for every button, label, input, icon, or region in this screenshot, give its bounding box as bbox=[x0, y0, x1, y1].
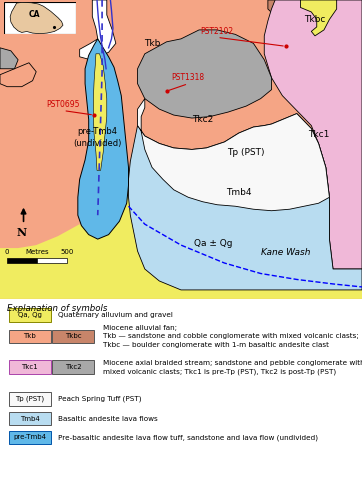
Text: Tmb4: Tmb4 bbox=[226, 188, 252, 197]
Bar bbox=[7, 258, 37, 263]
Text: Tkb: Tkb bbox=[144, 39, 160, 48]
Text: Tkc2: Tkc2 bbox=[192, 115, 213, 124]
Polygon shape bbox=[93, 54, 107, 171]
Text: Tkbc: Tkbc bbox=[304, 15, 326, 24]
Text: Tkb: Tkb bbox=[24, 333, 36, 339]
Text: mixed volcanic clasts; Tkc1 is pre-Tp (PST), Tkc2 is post-Tp (PST): mixed volcanic clasts; Tkc1 is pre-Tp (P… bbox=[103, 368, 336, 375]
Text: Qa, Qg: Qa, Qg bbox=[18, 312, 42, 318]
Text: Tkc1: Tkc1 bbox=[308, 130, 329, 139]
Text: pre-Tmb4: pre-Tmb4 bbox=[13, 434, 46, 440]
Text: PST1318: PST1318 bbox=[172, 73, 205, 82]
Text: N: N bbox=[17, 227, 27, 238]
Text: Peach Spring Tuff (PST): Peach Spring Tuff (PST) bbox=[58, 396, 142, 402]
Text: Tkbc — boulder conglomerate with 1-m basaltic andesite clast: Tkbc — boulder conglomerate with 1-m bas… bbox=[103, 342, 329, 347]
Bar bbox=[9, 308, 51, 322]
Text: Miocene axial braided stream; sandstone and pebble conglomerate with: Miocene axial braided stream; sandstone … bbox=[103, 360, 362, 366]
Polygon shape bbox=[138, 99, 329, 211]
Text: Basaltic andesite lava flows: Basaltic andesite lava flows bbox=[58, 416, 158, 422]
Polygon shape bbox=[268, 0, 319, 35]
Text: 0: 0 bbox=[5, 249, 9, 255]
Polygon shape bbox=[129, 114, 362, 290]
Text: Tp (PST): Tp (PST) bbox=[15, 396, 45, 402]
Bar bbox=[9, 431, 51, 444]
Text: Qa ± Qg: Qa ± Qg bbox=[194, 239, 233, 248]
Polygon shape bbox=[264, 0, 362, 269]
Text: Metres: Metres bbox=[25, 249, 49, 255]
Text: Pre-basaltic andesite lava flow tuff, sandstone and lava flow (undivided): Pre-basaltic andesite lava flow tuff, sa… bbox=[58, 434, 318, 441]
Polygon shape bbox=[78, 39, 129, 239]
Text: Tkc1: Tkc1 bbox=[21, 364, 38, 370]
Text: Tkbc: Tkbc bbox=[65, 333, 81, 339]
Polygon shape bbox=[0, 185, 362, 299]
Bar bbox=[9, 361, 51, 374]
Text: Tmb4: Tmb4 bbox=[20, 416, 40, 422]
Bar bbox=[9, 392, 51, 406]
Polygon shape bbox=[80, 0, 116, 60]
Polygon shape bbox=[300, 0, 337, 36]
Text: Miocene alluvial fan;: Miocene alluvial fan; bbox=[103, 325, 177, 331]
Text: PST2102: PST2102 bbox=[201, 27, 234, 36]
Polygon shape bbox=[0, 48, 18, 69]
Text: Tp (PST): Tp (PST) bbox=[227, 148, 265, 157]
Text: Kane Wash: Kane Wash bbox=[261, 248, 311, 257]
Text: (undivided): (undivided) bbox=[73, 139, 122, 148]
Bar bbox=[9, 330, 51, 343]
Polygon shape bbox=[10, 2, 63, 34]
Bar bbox=[37, 258, 67, 263]
Text: Quaternary alluvium and gravel: Quaternary alluvium and gravel bbox=[58, 312, 173, 318]
Bar bbox=[9, 412, 51, 425]
Text: Tkb — sandstone and cobble conglomerate with mixed volcanic clasts;: Tkb — sandstone and cobble conglomerate … bbox=[103, 333, 359, 339]
Text: Explanation of symbols: Explanation of symbols bbox=[7, 304, 108, 312]
Polygon shape bbox=[138, 30, 272, 118]
Text: 500: 500 bbox=[60, 249, 73, 255]
Text: PST0695: PST0695 bbox=[47, 100, 80, 109]
Text: pre-Tmb4: pre-Tmb4 bbox=[78, 127, 118, 136]
Text: Tkc2: Tkc2 bbox=[65, 364, 81, 370]
Polygon shape bbox=[0, 63, 36, 87]
Text: CA: CA bbox=[28, 10, 40, 19]
Bar bbox=[52, 330, 94, 343]
Bar bbox=[52, 361, 94, 374]
